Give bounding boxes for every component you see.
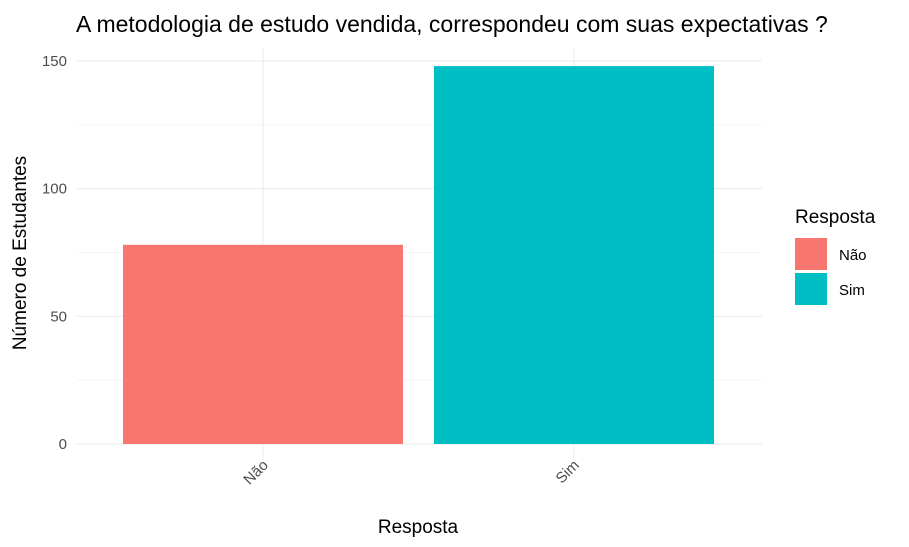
- legend-key-1: [795, 273, 827, 305]
- x-tick-label: Sim: [553, 457, 583, 487]
- y-tick-label: 150: [42, 53, 67, 70]
- chart-title: A metodologia de estudo vendida, corresp…: [76, 11, 828, 37]
- x-tick-label: Não: [240, 457, 271, 488]
- y-tick-label: 100: [42, 181, 67, 198]
- legend-key-0: [795, 238, 827, 270]
- bar-1: [434, 66, 714, 445]
- legend-label: Não: [839, 247, 867, 264]
- x-axis-ticks: Não Sim: [240, 457, 582, 488]
- bars: [123, 66, 714, 445]
- legend: Resposta Não Sim: [795, 207, 876, 305]
- bar-0: [123, 244, 403, 444]
- y-tick-label: 0: [59, 436, 67, 453]
- y-axis-title: Número de Estudantes: [10, 156, 31, 350]
- legend-title: Resposta: [795, 207, 876, 228]
- y-tick-label: 50: [50, 308, 67, 325]
- x-axis-title: Resposta: [378, 517, 459, 538]
- legend-label: Sim: [839, 282, 865, 299]
- y-axis-ticks: 0 50 100 150: [42, 53, 67, 453]
